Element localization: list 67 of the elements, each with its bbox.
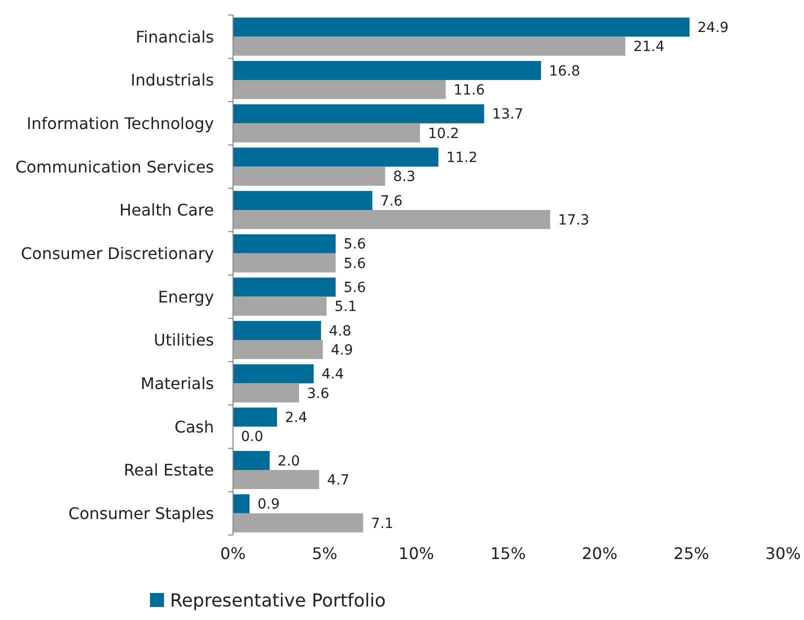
y-tick-label: Information Technology [26,114,214,133]
data-label: 2.0 [278,453,300,470]
data-label: 11.2 [446,150,478,166]
data-label: 3.6 [307,386,330,402]
x-tick-label: 5% [312,544,338,563]
data-label: 4.8 [329,323,352,340]
x-tick-label: 25% [674,544,710,563]
bar [233,513,364,532]
bar [233,80,446,100]
data-label: 11.6 [454,82,485,98]
x-tick-label: 0% [220,544,246,563]
bar [233,383,299,402]
bar [233,104,484,124]
data-label: 21.4 [633,39,665,56]
bar [233,166,386,186]
x-tick-label: 30% [765,544,801,563]
bar [233,60,541,80]
bar [233,450,270,470]
bar [233,36,626,56]
y-tick-label: Materials [140,374,214,393]
bar [233,470,320,490]
y-tick-label: Real Estate [124,460,214,480]
bar [233,364,314,384]
data-label: 16.8 [549,63,580,80]
data-label: 0.0 [241,429,264,446]
bar [233,253,336,272]
x-tick-label: 10% [398,544,434,563]
y-tick-label: Health Care [119,200,214,220]
data-label: 4.9 [330,342,354,358]
data-label: 17.3 [558,212,590,228]
y-tick-label: Consumer Staples [68,504,214,523]
data-label: 10.2 [428,126,460,142]
y-tick-label: Cash [174,417,214,436]
bar [233,408,277,427]
bar [233,18,690,37]
y-tick-label: Communication Services [15,157,214,176]
data-label: 7.1 [371,516,394,532]
bar [233,296,326,316]
legend-label: Representative Portfolio [170,590,386,612]
bar [233,148,438,167]
bar [233,494,250,514]
data-label: 4.4 [322,366,344,383]
data-label: 5.6 [344,236,366,253]
data-label: 13.7 [492,106,524,123]
y-tick-label: Consumer Discretionary [20,244,214,263]
data-label: 8.3 [393,169,416,186]
bar [233,340,323,360]
data-label: 2.4 [285,410,308,426]
data-label: 7.6 [380,193,403,210]
y-tick-label: Utilities [154,330,214,350]
data-label: 0.9 [258,496,280,513]
bar [233,210,550,230]
data-label: 5.6 [344,256,366,272]
data-label: 5.1 [334,299,357,316]
data-label: 5.6 [344,280,366,296]
y-tick-label: Industrials [130,70,214,90]
x-tick-label: 15% [490,544,526,563]
x-tick-label: 20% [582,544,618,563]
y-tick-label: Energy [158,287,214,306]
data-label: 4.7 [327,472,350,488]
data-label: 24.9 [698,20,729,36]
bar [233,190,372,210]
y-tick-label: Financials [136,27,214,46]
bar [233,278,336,297]
bar [233,234,336,254]
bar [233,123,420,142]
bar [233,320,321,340]
